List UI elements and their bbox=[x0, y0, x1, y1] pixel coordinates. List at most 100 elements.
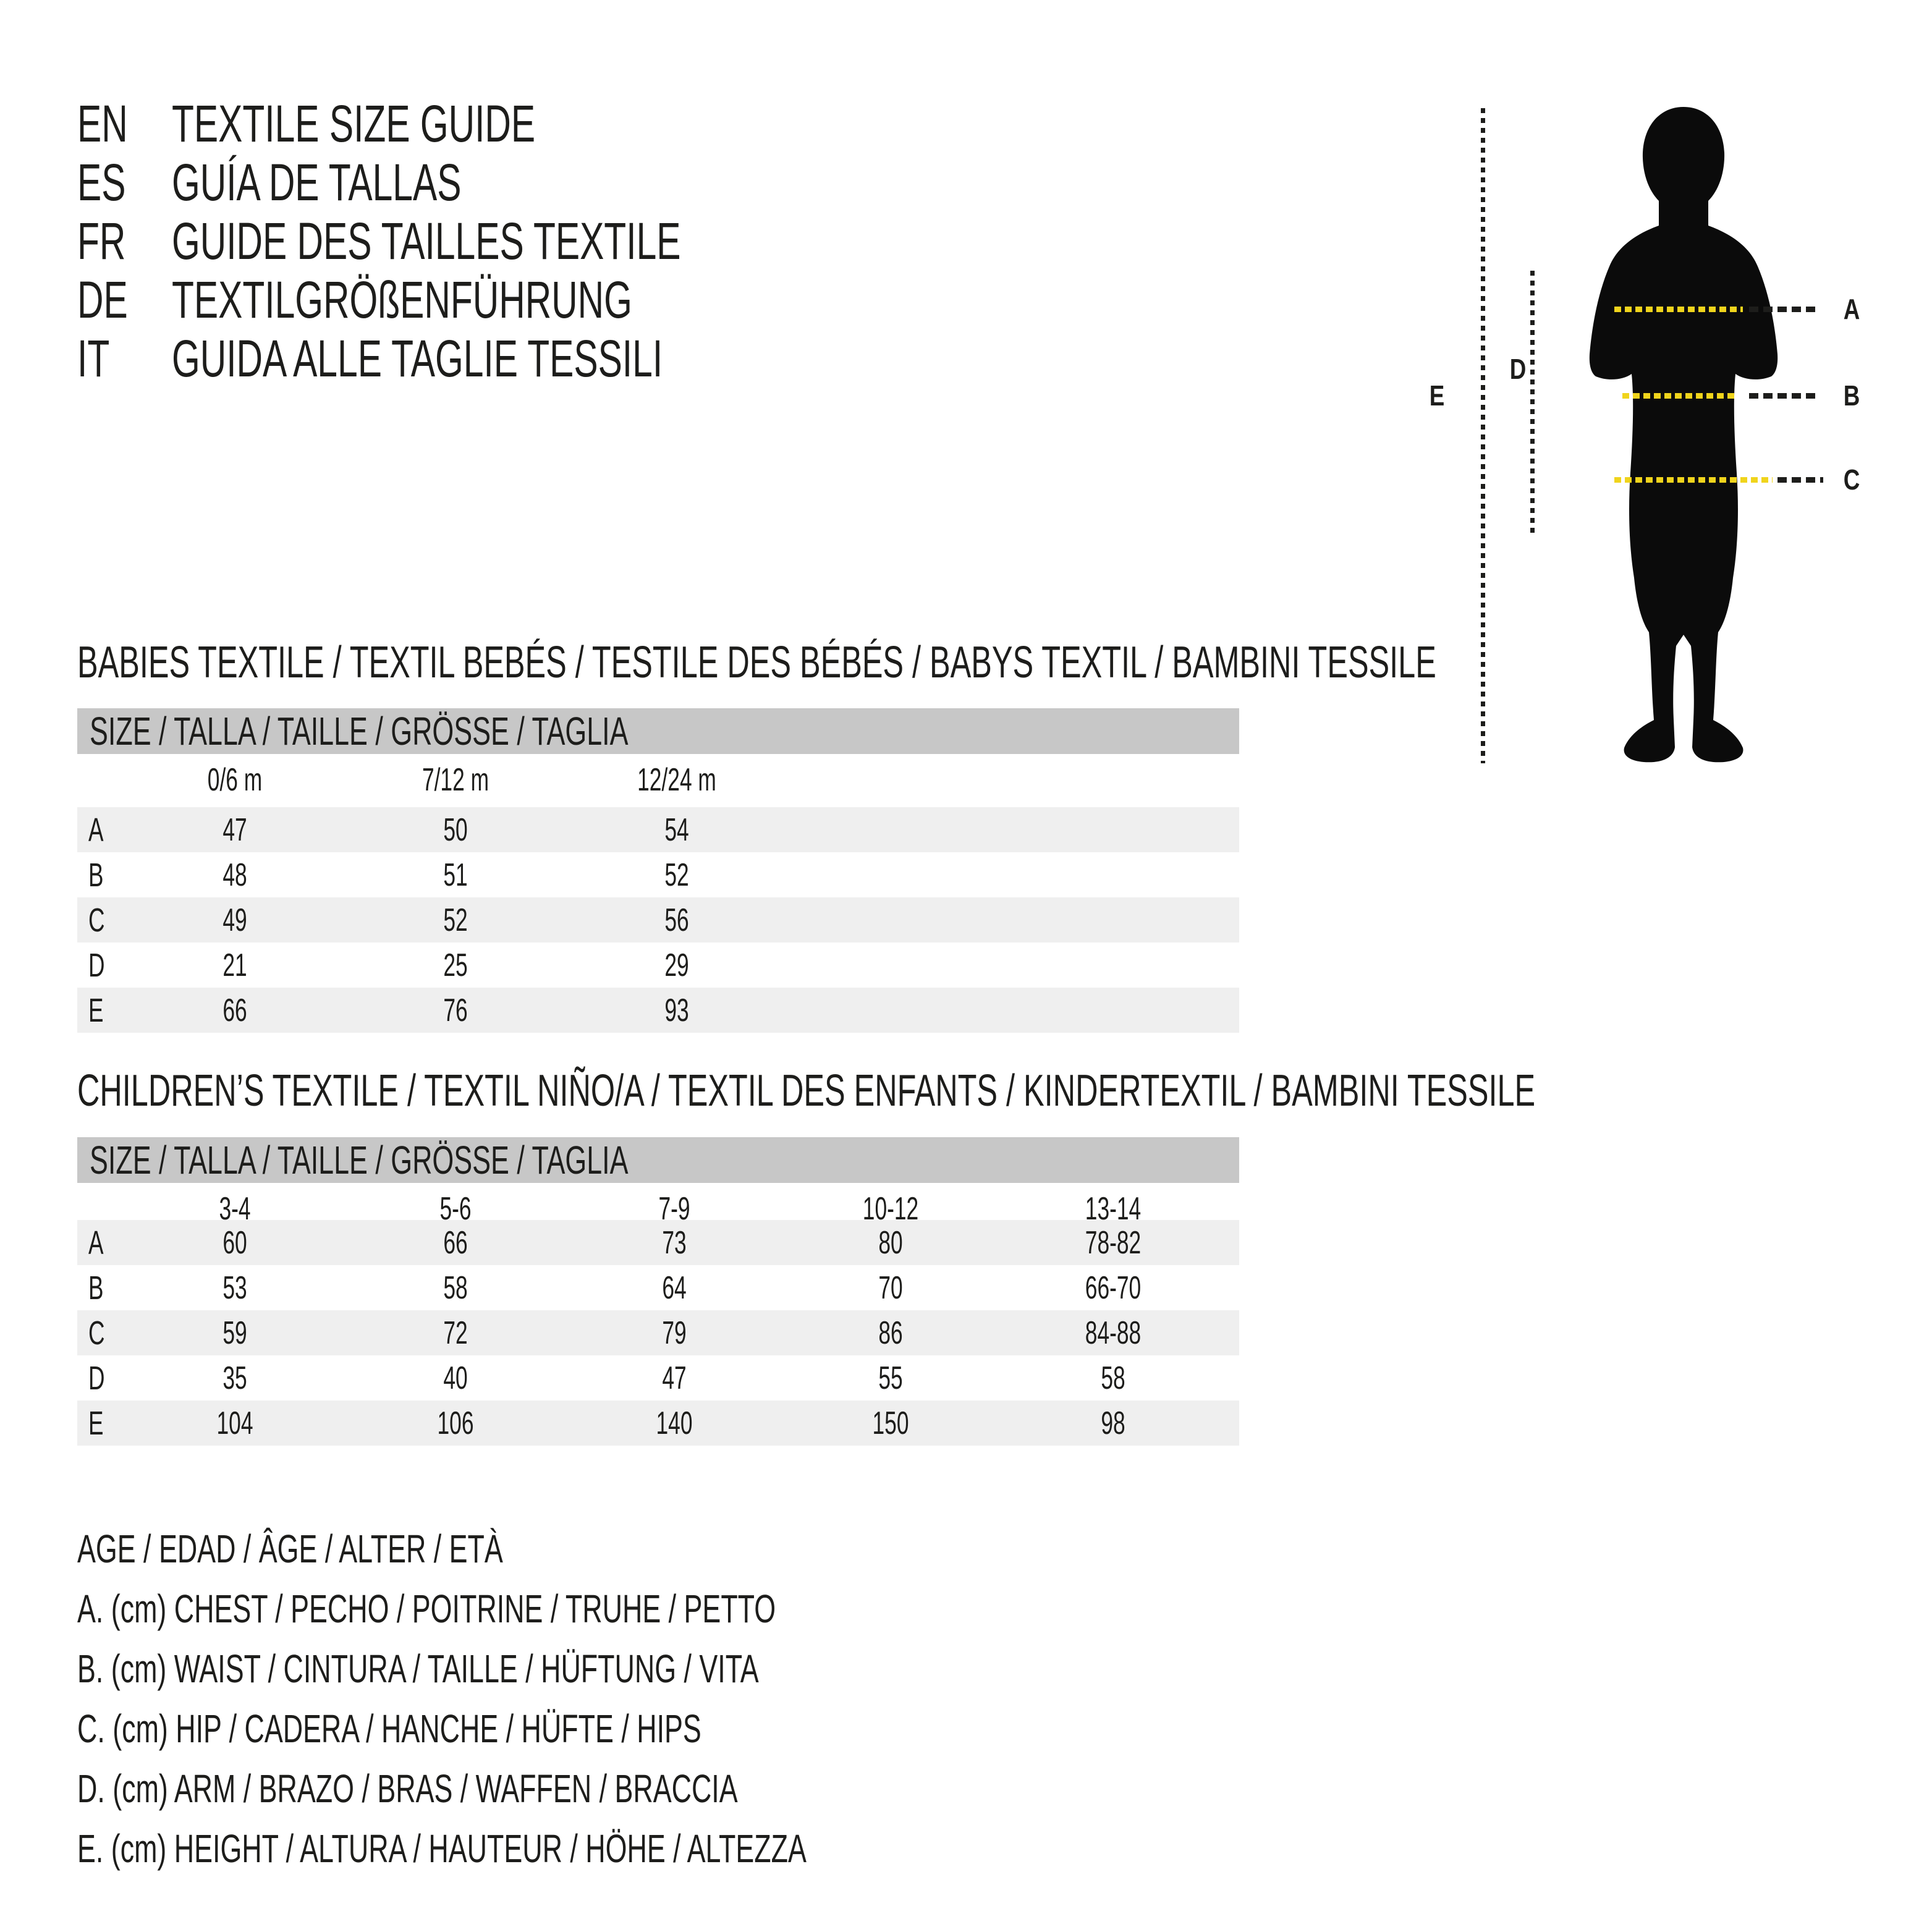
legend-line-chest: A. (cm) CHEST / PECHO / POITRINE / TRUHE… bbox=[77, 1587, 776, 1631]
lang-title-es: GUÍA DE TALLAS bbox=[172, 153, 462, 211]
table-cell: 58 bbox=[1101, 1360, 1125, 1396]
table-cell: 59 bbox=[222, 1315, 247, 1351]
table-cell: 66 bbox=[222, 993, 247, 1028]
table-cell: 72 bbox=[443, 1315, 468, 1351]
row-letter: B bbox=[88, 857, 104, 894]
legend-line-age: AGE / EDAD / ÂGE / ALTER / ETÀ bbox=[77, 1527, 503, 1571]
row-letter: D bbox=[88, 947, 105, 984]
lang-code-it: IT bbox=[77, 329, 110, 388]
lang-title-it: GUIDA ALLE TAGLIE TESSILI bbox=[172, 329, 663, 388]
lang-title-de: TEXTILGRÖßENFÜHRUNG bbox=[172, 271, 632, 329]
table-cell: 56 bbox=[664, 902, 689, 938]
table-cell: 53 bbox=[222, 1270, 247, 1306]
table-cell: 79 bbox=[662, 1315, 687, 1351]
table-cell: 47 bbox=[662, 1360, 687, 1396]
children-table-title: CHILDREN’S TEXTILE / TEXTIL NIÑO/A / TEX… bbox=[77, 1066, 1536, 1116]
table-row-band bbox=[77, 1220, 1239, 1265]
figure-label-e: E bbox=[1429, 379, 1445, 412]
children-size-header-text: SIZE / TALLA / TAILLE / GRÖSSE / TAGLIA bbox=[90, 1138, 629, 1182]
legend-line-arm: D. (cm) ARM / BRAZO / BRAS / WAFFEN / BR… bbox=[77, 1766, 738, 1811]
table-cell: 55 bbox=[878, 1360, 903, 1396]
table-cell: 98 bbox=[1101, 1405, 1125, 1441]
lang-title-fr: GUIDE DES TAILLES TEXTILE bbox=[172, 212, 681, 270]
table-cell: 21 bbox=[222, 947, 247, 983]
figure-label-b: B bbox=[1843, 379, 1860, 412]
table-cell: 58 bbox=[443, 1270, 468, 1306]
children-col-header: 3-4 bbox=[219, 1191, 251, 1227]
row-letter: E bbox=[88, 1405, 104, 1442]
table-cell: 104 bbox=[216, 1405, 253, 1441]
children-col-header: 13-14 bbox=[1085, 1191, 1142, 1227]
hip-yellow-dash-line bbox=[1614, 477, 1773, 483]
table-cell: 66 bbox=[443, 1225, 468, 1261]
table-cell: 47 bbox=[222, 812, 247, 848]
row-letter: C bbox=[88, 902, 105, 939]
table-row-band bbox=[77, 807, 1239, 852]
table-cell: 76 bbox=[443, 993, 468, 1028]
babies-col-header: 12/24 m bbox=[637, 762, 716, 798]
children-size-header-band bbox=[77, 1137, 1239, 1183]
figure-label-d: D bbox=[1509, 353, 1527, 385]
table-row-band bbox=[77, 1310, 1239, 1355]
table-cell: 51 bbox=[443, 857, 468, 893]
table-cell: 52 bbox=[664, 857, 689, 893]
children-col-header: 10-12 bbox=[862, 1191, 919, 1227]
lang-code-de: DE bbox=[77, 271, 128, 329]
lang-code-es: ES bbox=[77, 153, 126, 211]
babies-size-header-text: SIZE / TALLA / TAILLE / GRÖSSE / TAGLIA bbox=[90, 709, 629, 753]
table-row-band bbox=[77, 897, 1239, 943]
table-cell: 60 bbox=[222, 1225, 247, 1261]
lang-code-fr: FR bbox=[77, 212, 126, 270]
table-cell: 29 bbox=[664, 947, 689, 983]
babies-size-header-band bbox=[77, 708, 1239, 754]
figure-label-a: A bbox=[1843, 293, 1860, 325]
table-cell: 35 bbox=[222, 1360, 247, 1396]
table-cell: 49 bbox=[222, 902, 247, 938]
chest-yellow-dash-line bbox=[1614, 307, 1743, 312]
table-cell: 66-70 bbox=[1085, 1270, 1142, 1306]
table-cell: 40 bbox=[443, 1360, 468, 1396]
child-silhouette-icon bbox=[1589, 107, 1778, 763]
table-cell: 73 bbox=[662, 1225, 687, 1261]
table-cell: 106 bbox=[437, 1405, 474, 1441]
children-col-header: 7-9 bbox=[658, 1191, 690, 1227]
legend-line-hip: C. (cm) HIP / CADERA / HANCHE / HÜFTE / … bbox=[77, 1706, 701, 1751]
table-row-band bbox=[77, 988, 1239, 1033]
legend-line-height: E. (cm) HEIGHT / ALTURA / HAUTEUR / HÖHE… bbox=[77, 1826, 807, 1871]
children-col-header: 5-6 bbox=[439, 1191, 472, 1227]
row-letter: B bbox=[88, 1269, 104, 1307]
table-cell: 52 bbox=[443, 902, 468, 938]
table-cell: 140 bbox=[656, 1405, 693, 1441]
table-cell: 50 bbox=[443, 812, 468, 848]
arm-dotted-line-d bbox=[1530, 271, 1535, 533]
table-cell: 78-82 bbox=[1085, 1225, 1142, 1261]
hip-leader-dash-line bbox=[1777, 477, 1823, 483]
row-letter: C bbox=[88, 1315, 105, 1352]
table-cell: 70 bbox=[878, 1270, 903, 1306]
table-cell: 54 bbox=[664, 812, 689, 848]
table-cell: 25 bbox=[443, 947, 468, 983]
chest-leader-dash-line bbox=[1749, 307, 1820, 312]
waist-leader-dash-line bbox=[1749, 393, 1820, 399]
babies-col-header: 7/12 m bbox=[422, 762, 489, 798]
table-cell: 80 bbox=[878, 1225, 903, 1261]
babies-col-header: 0/6 m bbox=[207, 762, 263, 798]
table-cell: 48 bbox=[222, 857, 247, 893]
waist-yellow-dash-line bbox=[1622, 393, 1735, 399]
table-cell: 64 bbox=[662, 1270, 687, 1306]
figure-label-c: C bbox=[1843, 464, 1860, 496]
row-letter: D bbox=[88, 1360, 105, 1397]
row-letter: A bbox=[88, 811, 104, 849]
legend-line-waist: B. (cm) WAIST / CINTURA / TAILLE / HÜFTU… bbox=[77, 1646, 759, 1691]
row-letter: E bbox=[88, 992, 104, 1029]
height-dotted-line-e bbox=[1481, 108, 1485, 763]
table-cell: 150 bbox=[872, 1405, 909, 1441]
row-letter: A bbox=[88, 1224, 104, 1261]
table-cell: 84-88 bbox=[1085, 1315, 1142, 1351]
lang-title-en: TEXTILE SIZE GUIDE bbox=[172, 95, 536, 153]
lang-code-en: EN bbox=[77, 95, 128, 153]
table-cell: 86 bbox=[878, 1315, 903, 1351]
babies-table-title: BABIES TEXTILE / TEXTIL BEBÉS / TESTILE … bbox=[77, 638, 1436, 687]
table-cell: 93 bbox=[664, 993, 689, 1028]
